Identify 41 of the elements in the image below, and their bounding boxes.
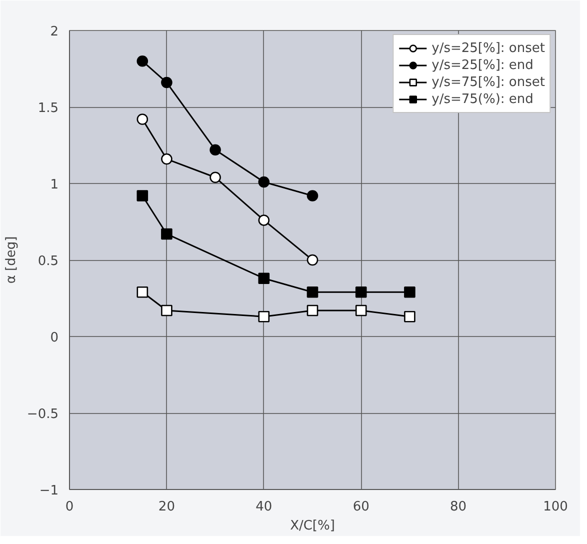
point (136, 190, 148, 202)
point (355, 286, 367, 298)
x-tick-label: 40 (256, 500, 272, 514)
x-tick-label: 80 (450, 500, 467, 514)
legend-label: y/s=75[%]: onset (432, 74, 545, 90)
point (258, 214, 270, 226)
legend-label: y/s=25[%]: onset (432, 40, 545, 56)
y-tick-label: −0.5 (26, 407, 59, 422)
legend-label: y/s=25[%]: end (432, 57, 534, 73)
point (306, 286, 318, 298)
point (258, 310, 270, 322)
x-tick-label: 100 (543, 500, 568, 514)
point (258, 272, 270, 284)
point (258, 176, 270, 188)
y-tick-label: 1 (50, 178, 59, 192)
y-tick-label: 0 (50, 330, 59, 346)
point (404, 310, 416, 322)
point (136, 114, 148, 125)
point (136, 286, 148, 298)
point (210, 172, 221, 184)
point (306, 304, 318, 316)
y-axis-title: α [deg] (4, 236, 19, 284)
y-tick-label: 0.5 (38, 254, 59, 269)
x-tick-label: 0 (65, 500, 74, 514)
y-tick-label: 2 (50, 24, 59, 40)
x-tick-label: 60 (352, 500, 370, 514)
point (161, 153, 172, 165)
legend-label: y/s=75(%): end (432, 91, 534, 107)
point (355, 304, 367, 316)
point (306, 190, 318, 202)
point (210, 144, 221, 156)
point (306, 254, 318, 266)
point (161, 76, 172, 88)
point (136, 55, 148, 67)
x-tick-label: 20 (158, 500, 175, 514)
point (161, 228, 172, 240)
y-tick-label: 1.5 (38, 101, 59, 116)
y-tick-label: −1 (39, 484, 59, 498)
point (161, 304, 172, 316)
x-axis-title: X/C[%] (290, 518, 335, 534)
point (404, 286, 416, 298)
